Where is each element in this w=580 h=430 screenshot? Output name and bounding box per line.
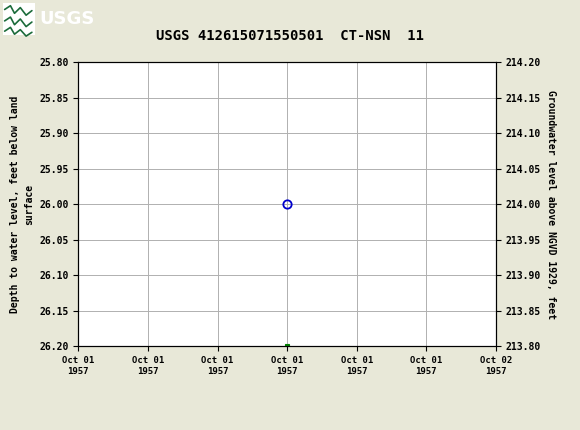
- Y-axis label: Groundwater level above NGVD 1929, feet: Groundwater level above NGVD 1929, feet: [546, 90, 556, 319]
- Text: USGS: USGS: [39, 10, 95, 28]
- Text: USGS 412615071550501  CT-NSN  11: USGS 412615071550501 CT-NSN 11: [156, 29, 424, 43]
- Y-axis label: Depth to water level, feet below land
surface: Depth to water level, feet below land su…: [10, 95, 34, 313]
- Bar: [3, 3, 35, 35]
